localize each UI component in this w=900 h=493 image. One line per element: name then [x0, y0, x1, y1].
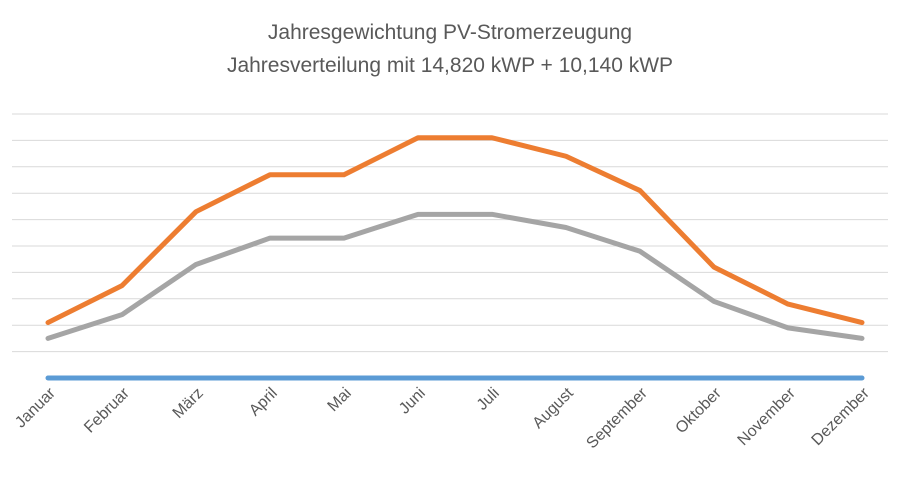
x-tick-label: März	[170, 385, 207, 422]
series-lines	[45, 135, 865, 381]
x-tick-label: November	[735, 384, 800, 449]
x-tick-label: Februar	[81, 384, 133, 436]
x-tick-label: Januar	[12, 384, 59, 431]
x-axis-labels: Januar Februar März April Mai Juni Juli August S…	[12, 384, 873, 452]
chart-title: Jahresgewichtung PV-Stromerzeugung	[267, 21, 633, 44]
chart-subtitle: Jahresverteilung mit 14,820 kWP + 10,140…	[226, 54, 674, 77]
x-tick-label: Mai	[325, 385, 355, 415]
x-tick-label: September	[583, 384, 651, 452]
x-tick-label: Juni	[396, 385, 429, 418]
x-tick-label: August	[530, 384, 578, 432]
x-tick-label: Dezember	[809, 384, 874, 449]
series-line-3	[45, 135, 865, 326]
series-line-2	[45, 211, 865, 341]
x-tick-label: Juli	[474, 385, 503, 414]
x-tick-label: April	[246, 385, 281, 420]
x-tick-label: Oktober	[673, 384, 726, 437]
gridlines	[12, 113, 888, 353]
